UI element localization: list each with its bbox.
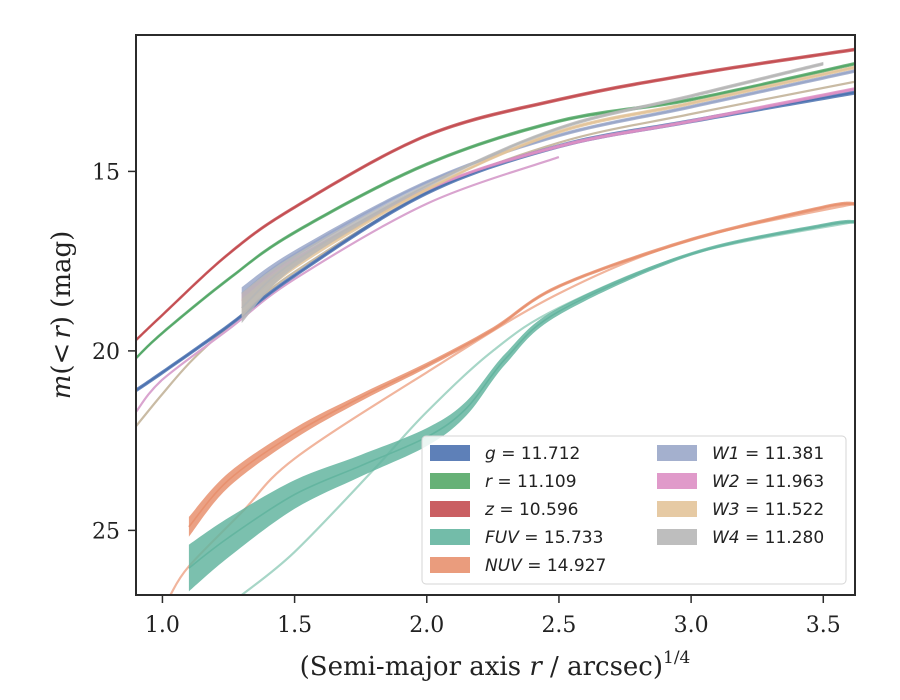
y-axis-label: m(<r) (mag): [47, 231, 77, 400]
legend-label-NUV: NUV = 14.927: [485, 556, 606, 576]
legend-swatch-z: [430, 501, 470, 517]
legend-swatch-r: [430, 473, 470, 489]
legend-swatch-W3: [657, 501, 697, 517]
series-line-W4: [241, 62, 824, 309]
y-tick-label: 15: [92, 160, 120, 185]
legend-swatch-W1: [657, 445, 697, 461]
legend-label-z: z = 10.596: [484, 500, 578, 520]
legend-swatch-FUV: [430, 529, 470, 545]
x-tick-label: 2.0: [409, 613, 444, 638]
legend-label-W1: W1 = 11.381: [712, 444, 824, 464]
model-curve-1: [136, 156, 560, 413]
x-tick-label: 1.0: [145, 613, 180, 638]
legend-swatch-g: [430, 445, 470, 461]
legend-box: [421, 435, 847, 585]
y-axis: 15 20 25: [92, 160, 136, 544]
x-tick-label: 1.5: [277, 613, 312, 638]
legend-swatch-NUV: [430, 557, 470, 573]
legend-label-r: r = 11.109: [485, 472, 577, 492]
legend-label-g: g = 11.712: [485, 444, 580, 464]
x-tick-label: 2.5: [541, 613, 576, 638]
x-tick-label: 3.5: [806, 613, 841, 638]
legend-label-W3: W3 = 11.522: [712, 500, 824, 520]
x-axis-label: (Semi-major axis r / arcsec)1/4: [300, 648, 691, 682]
y-tick-label: 20: [92, 340, 120, 365]
legend-swatch-W2: [657, 473, 697, 489]
y-tick-label: 25: [92, 519, 120, 544]
series-layer: [136, 47, 855, 595]
x-tick-label: 3.0: [674, 613, 709, 638]
series-line-z: [136, 48, 855, 341]
plot-frame: [135, 34, 856, 596]
series-line-NUV: [188, 202, 855, 528]
legend-swatch-W4: [657, 529, 697, 545]
x-axis: 1.0 1.5 2.0 2.5 3.0 3.5: [145, 595, 841, 638]
legend: g = 11.712 r = 11.109 z = 10.596 FUV = 15.7…: [421, 435, 847, 585]
series-line-r: [136, 62, 855, 359]
series-line-FUV: [188, 220, 855, 569]
legend-label-W2: W2 = 11.963: [712, 472, 824, 492]
legend-label-FUV: FUV = 15.733: [485, 528, 603, 548]
legend-label-W4: W4 = 11.280: [712, 528, 824, 548]
